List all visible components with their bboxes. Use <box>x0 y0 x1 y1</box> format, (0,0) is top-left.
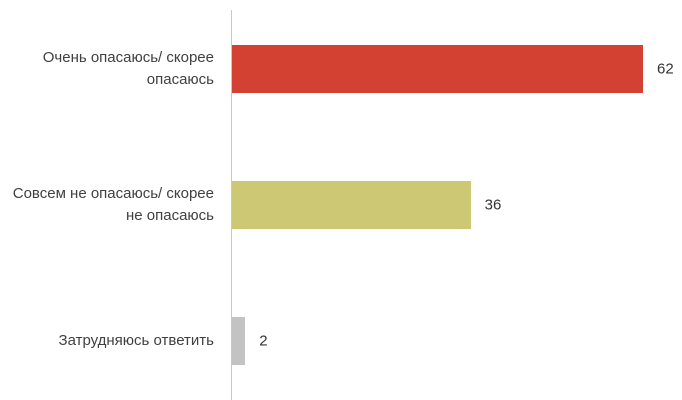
value-label: 36 <box>484 196 502 214</box>
bar <box>232 181 471 229</box>
category-axis <box>231 10 232 400</box>
category-label: Совсем не опасаюсь/ скорее не опасаюсь <box>12 185 214 224</box>
bar <box>232 45 643 93</box>
value-label: 62 <box>657 60 674 78</box>
category-label: Очень опасаюсь/ скорее опасаюсь <box>42 49 214 88</box>
value-label: 2 <box>259 332 268 350</box>
category-label: Затрудняюсь ответить <box>58 332 214 349</box>
bar <box>232 317 246 365</box>
